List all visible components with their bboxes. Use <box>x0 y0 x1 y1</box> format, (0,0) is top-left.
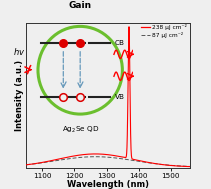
Text: CB: CB <box>115 40 125 46</box>
Text: $hv$: $hv$ <box>13 46 26 57</box>
Text: Gain: Gain <box>69 1 92 10</box>
Text: Ag$_2$Se QD: Ag$_2$Se QD <box>62 125 99 135</box>
X-axis label: Wavelength (nm): Wavelength (nm) <box>67 180 149 189</box>
Legend: 238 μJ cm⁻², 87 μJ cm⁻²: 238 μJ cm⁻², 87 μJ cm⁻² <box>138 22 189 40</box>
Y-axis label: Intensity (a.u.): Intensity (a.u.) <box>15 60 24 131</box>
Text: VB: VB <box>115 94 125 100</box>
